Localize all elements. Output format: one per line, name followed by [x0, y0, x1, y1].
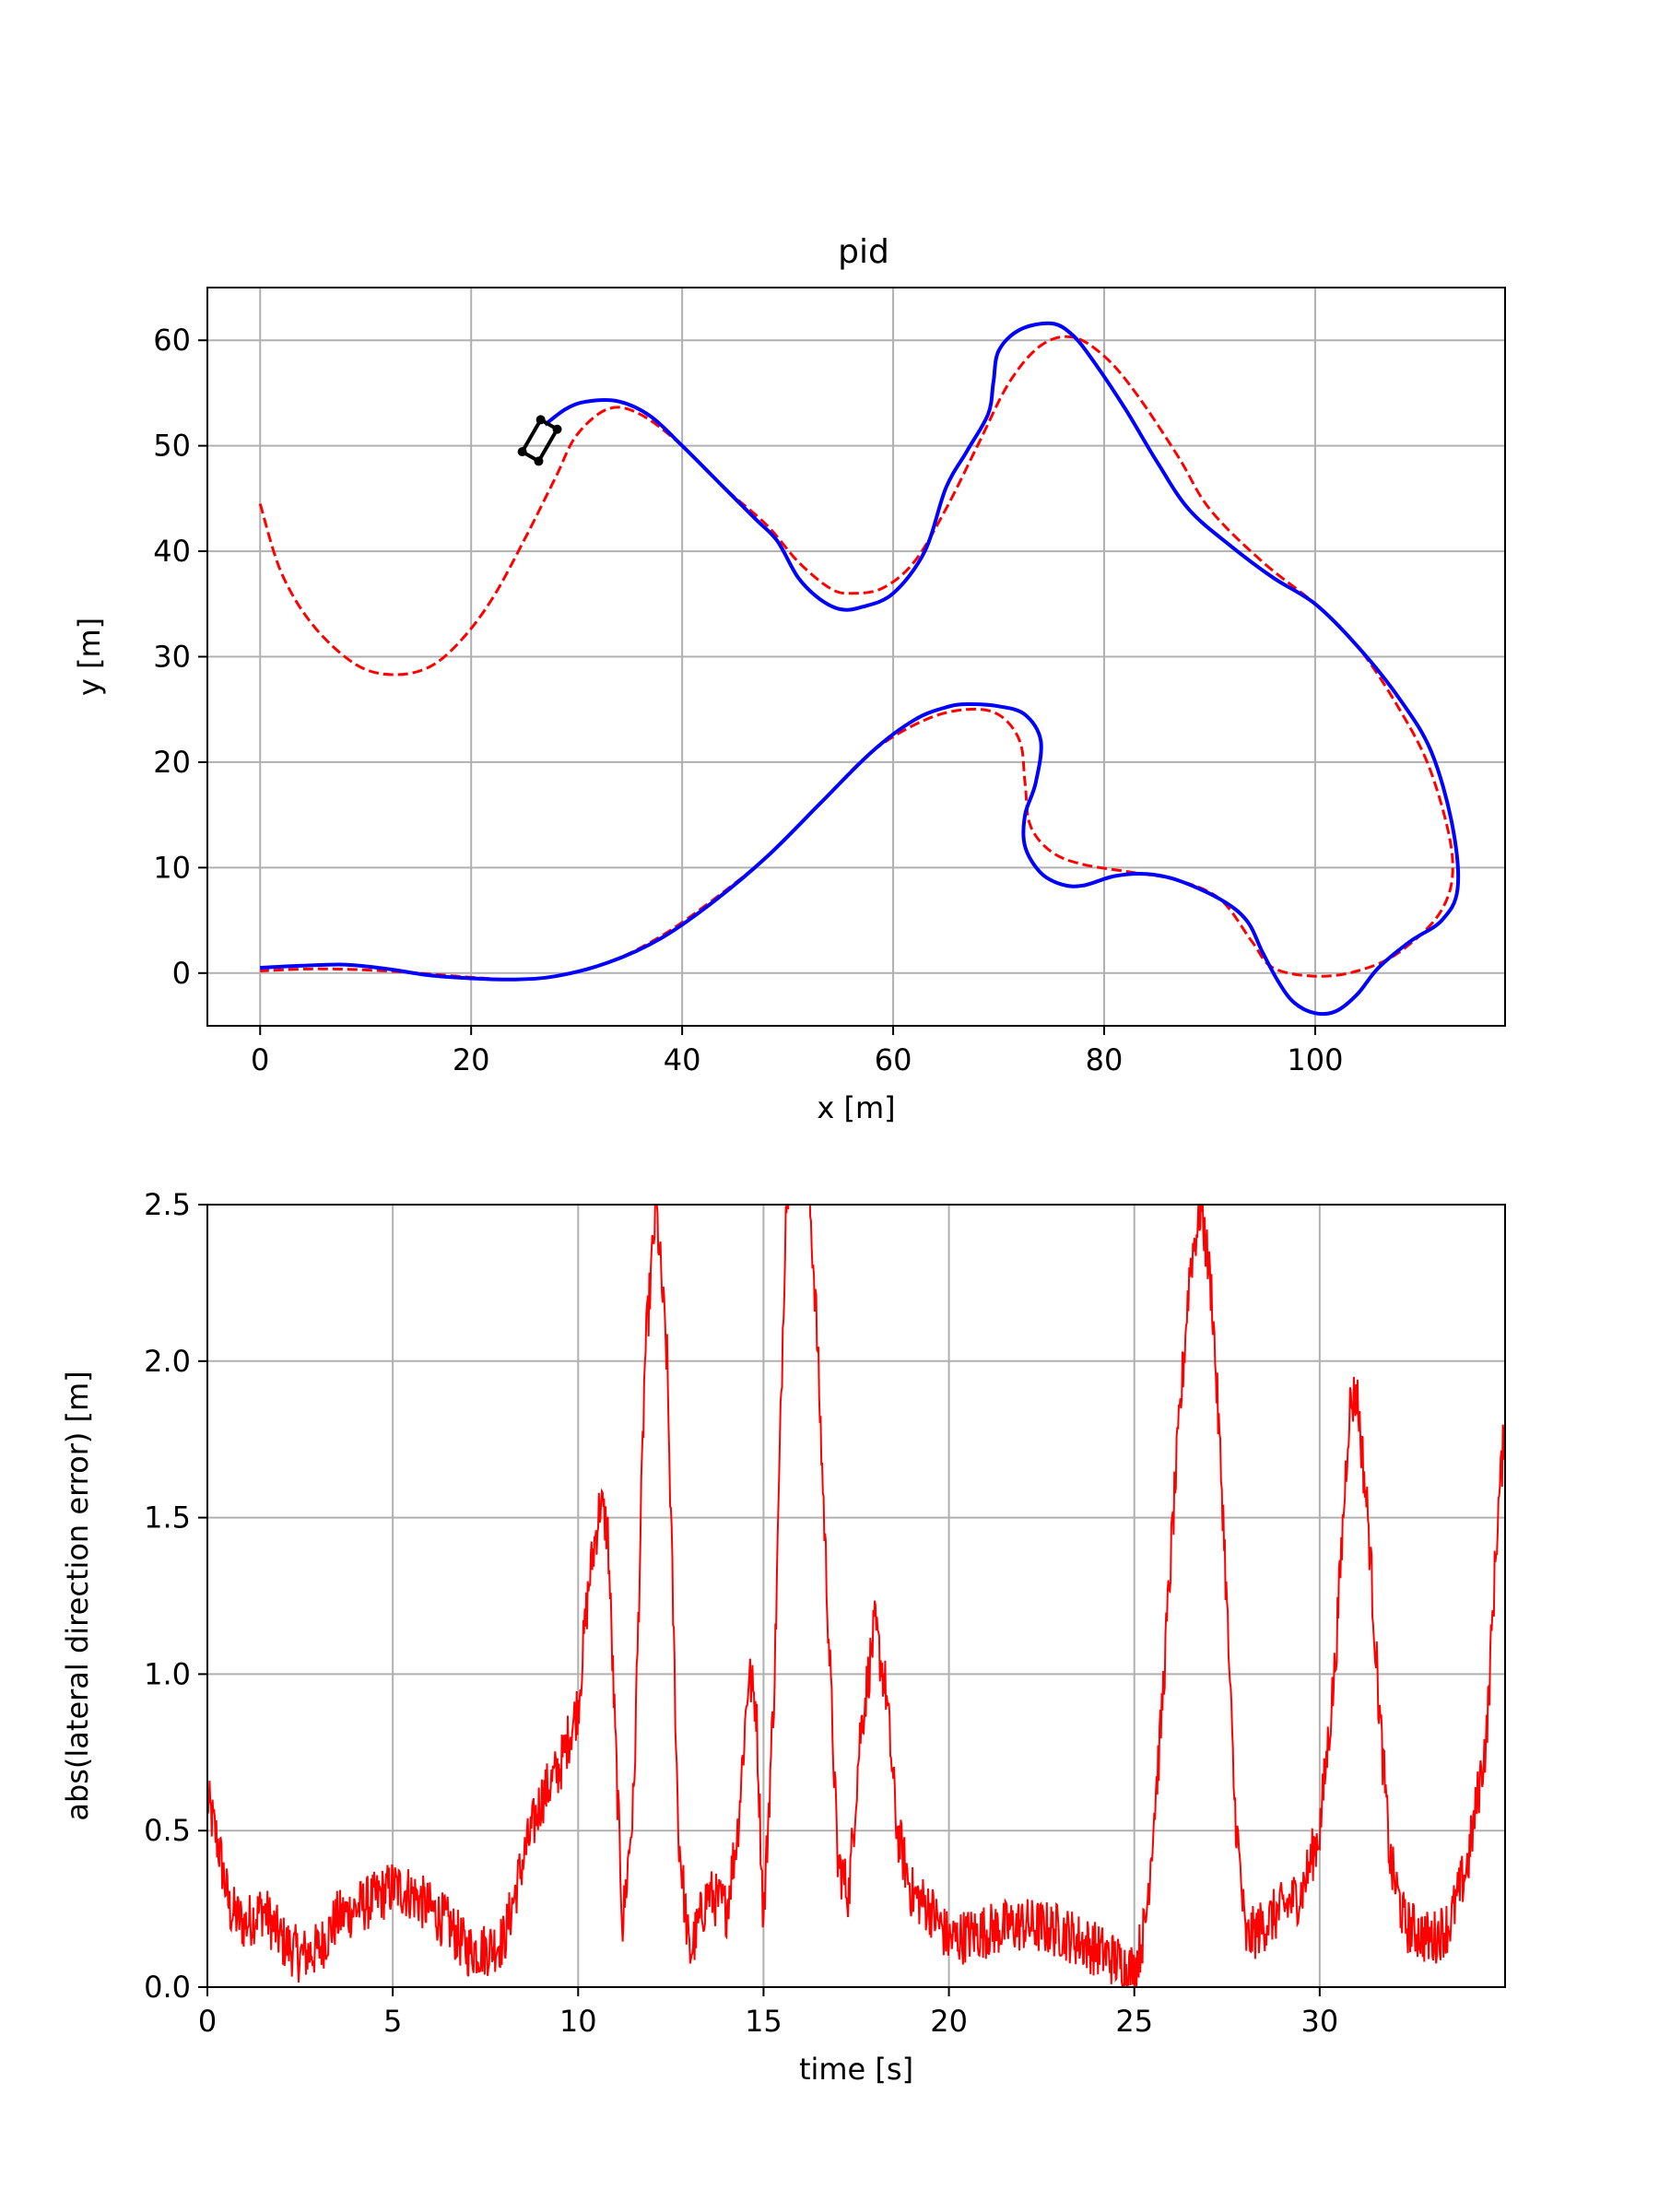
y-tick-label: 1.0: [144, 1656, 191, 1691]
error-frame: [206, 1204, 1506, 1988]
y-tick-label: 10: [153, 850, 191, 885]
x-tick-label: 0: [251, 1042, 269, 1077]
y-tick-label: 2.0: [144, 1344, 191, 1379]
x-tick-label: 80: [1086, 1042, 1124, 1077]
y-tick-label: 0: [172, 956, 191, 991]
vehicle-wheel: [534, 456, 544, 466]
y-tick-label: 60: [153, 323, 191, 358]
x-tick-label: 30: [1300, 2004, 1338, 2039]
x-tick-label: 10: [559, 2004, 597, 2039]
vehicle-wheel: [552, 424, 562, 434]
lateral-error-line: [207, 1205, 1505, 1987]
x-tick-label: 100: [1287, 1042, 1343, 1077]
y-tick-label: 0.5: [144, 1813, 191, 1848]
trajectory-grid: [207, 288, 1505, 1026]
error-ticks: 0 5 10 15 20 25 30 0.0 0.5 1.0 1.5 2.0 2.5: [144, 1187, 1338, 2039]
trajectory-title: pid: [838, 233, 889, 271]
x-tick-label: 25: [1115, 2004, 1153, 2039]
trajectory-plot-area: [258, 321, 1461, 1017]
trajectory-y-axis-label: y [m]: [72, 618, 107, 696]
y-tick-label: 0.0: [144, 1970, 191, 2005]
x-tick-label: 20: [453, 1042, 490, 1077]
error-x-axis-label: time [s]: [799, 2052, 913, 2087]
error-y-axis-label: abs(lateral direction error) [m]: [60, 1371, 95, 1820]
trajectory-x-axis-label: x [m]: [817, 1090, 895, 1125]
y-tick-label: 30: [153, 640, 191, 675]
y-tick-label: 2.5: [144, 1187, 191, 1222]
y-tick-label: 50: [153, 429, 191, 464]
vehicle-path-line: [260, 321, 1461, 1017]
x-tick-label: 40: [664, 1042, 701, 1077]
x-tick-label: 5: [383, 2004, 402, 2039]
vehicle-wheel: [517, 447, 527, 457]
vehicle-wheel: [535, 415, 546, 425]
error-plot-area: [207, 1205, 1505, 1987]
x-tick-label: 0: [198, 2004, 217, 2039]
error-axes: 0 5 10 15 20 25 300.00.51.01.52.02.5 time [s] …: [60, 1187, 1506, 2087]
trajectory-ticks: 0 20 40 60 80 100 0 10 20 30 40 50 60: [153, 323, 1343, 1077]
y-tick-label: 1.5: [144, 1500, 191, 1535]
x-tick-label: 20: [930, 2004, 968, 2039]
y-tick-label: 40: [153, 534, 191, 569]
x-tick-label: 60: [875, 1042, 912, 1077]
trajectory-axes: pid 0 20 40 60 80 100 0 10 20 30 40 50 60 x [m] y [m…: [72, 233, 1506, 1125]
y-tick-label: 20: [153, 745, 191, 780]
x-tick-label: 15: [745, 2004, 782, 2039]
trajectory-frame: [206, 287, 1506, 1027]
